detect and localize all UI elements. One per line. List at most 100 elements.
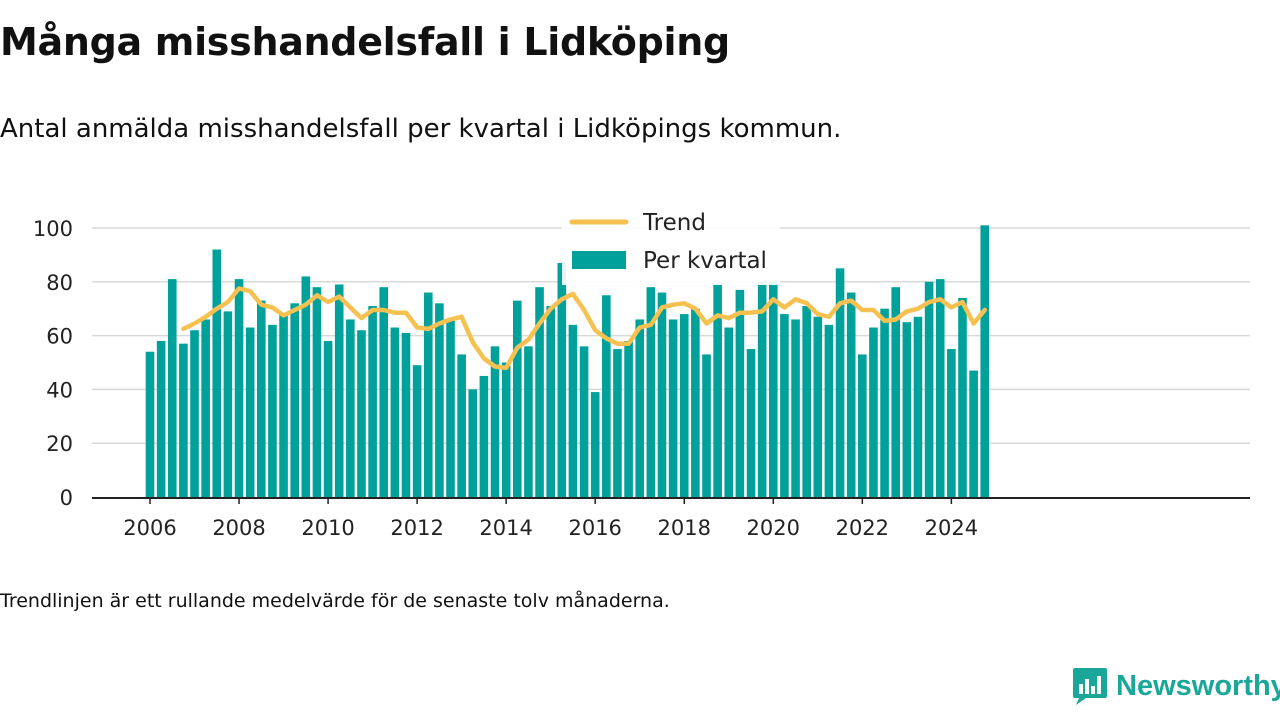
bar [846,292,856,497]
bar [746,349,756,497]
y-tick-label: 20 [46,432,73,456]
legend: Trend Per kvartal [562,207,780,285]
bar [657,292,667,497]
bar [757,281,767,497]
bar [613,349,622,497]
bar [969,370,978,497]
bar [167,279,177,497]
newsworthy-logo-icon [1073,668,1107,705]
bar [145,351,155,497]
x-tick-label: 2006 [123,516,176,540]
footnote: Trendlinjen är ett rullande medelvärde f… [0,590,670,612]
bar [368,306,377,497]
bar [813,316,823,497]
brand-logo[interactable]: Newsworthy [1072,666,1280,706]
y-tick-label: 80 [46,271,73,295]
bar [245,327,255,497]
bar [535,287,544,497]
bar [802,306,811,497]
bar [190,330,199,497]
bar [668,319,678,497]
bar [768,281,778,497]
bar [501,362,511,497]
bar [212,249,222,497]
bar [590,392,600,497]
x-tick-label: 2010 [301,516,354,540]
trend-line [181,286,988,371]
bar [724,327,734,497]
chart-subtitle: Antal anmälda misshandelsfall per kvarta… [0,114,842,144]
x-tick-label: 2018 [658,516,711,540]
bar [390,327,400,497]
bar [323,340,333,497]
bar-chart: 0 20 40 60 80 100 2006 2008 2010 2012 2014 2016 2018… [33,207,1250,540]
bar [568,324,578,497]
bar [223,311,233,497]
bar [346,319,355,497]
bar [290,303,299,497]
bar [468,389,478,497]
bar [691,308,700,497]
bar [412,365,422,497]
x-tick-label: 2008 [212,516,265,540]
bar [201,319,210,497]
bar [735,289,745,497]
bar [679,314,689,497]
bar [902,322,912,497]
bar [257,300,266,497]
bar [479,375,489,497]
bar [557,262,567,497]
bar [858,354,867,497]
bar [713,284,722,497]
bar [980,225,990,497]
bar [646,287,656,497]
bar [435,303,444,497]
bar [958,297,967,497]
x-tick-label: 2014 [479,516,532,540]
bar [780,314,789,497]
y-tick-label: 100 [33,217,73,241]
bar [869,327,878,497]
bar [156,340,166,497]
bar [880,308,889,497]
bar [401,332,411,497]
bar [379,287,389,497]
bar [579,346,589,497]
brand-name: Newsworthy [1116,669,1280,702]
bar [423,292,433,497]
bar [312,287,322,497]
bar [924,281,934,497]
bar [913,316,923,497]
bar [602,295,611,497]
axes: 0 20 40 60 80 100 2006 2008 2010 2012 2014 2016 2018… [33,217,1250,540]
bar [512,300,522,497]
x-tick-label: 2020 [747,516,800,540]
bar [334,284,344,497]
y-tick-label: 40 [46,378,73,402]
bar [524,346,533,497]
bar [702,354,711,497]
bar [935,279,945,497]
x-tick-label: 2012 [390,516,443,540]
legend-trend-label: Trend [642,210,706,236]
bar [624,340,633,497]
bar [268,324,277,497]
bar-series [145,225,990,497]
bar [490,346,500,497]
chart-title: Många misshandelsfall i Lidköping [0,20,730,64]
bar [947,349,956,497]
bar [791,319,800,497]
bar [546,306,555,497]
bar [635,319,645,497]
x-tick-label: 2024 [925,516,978,540]
bar [824,324,834,497]
x-tick-label: 2016 [568,516,621,540]
bar [835,268,845,497]
bar [179,343,188,497]
legend-bar-label: Per kvartal [643,248,767,274]
bar [891,287,901,497]
bar [234,279,244,497]
x-tick-label: 2022 [836,516,889,540]
legend-bar-swatch [572,251,626,269]
bar [279,314,288,497]
